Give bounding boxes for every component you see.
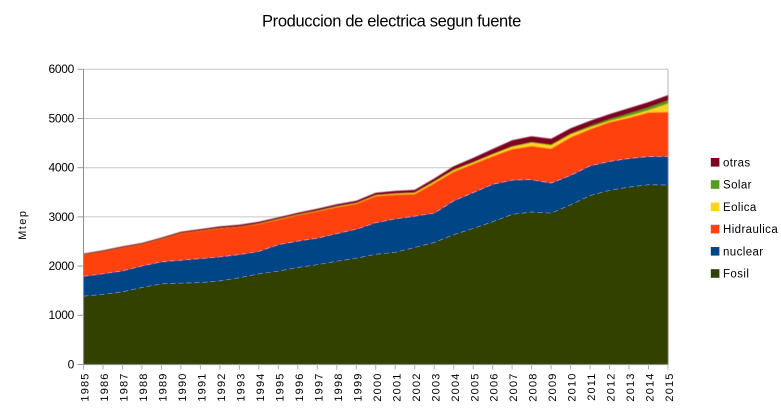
svg-text:1989: 1989	[158, 373, 170, 402]
svg-text:Solar: Solar	[723, 180, 752, 192]
svg-text:Hidraulica: Hidraulica	[723, 224, 778, 236]
svg-text:2006: 2006	[489, 372, 501, 401]
svg-text:2011: 2011	[586, 373, 598, 401]
svg-text:2003: 2003	[430, 373, 442, 402]
svg-text:0: 0	[68, 357, 75, 371]
svg-text:2012: 2012	[606, 373, 618, 402]
svg-text:3000: 3000	[49, 210, 75, 224]
svg-text:2000: 2000	[372, 373, 384, 402]
svg-text:1000: 1000	[49, 308, 75, 322]
svg-text:Mtep: Mtep	[17, 209, 29, 239]
svg-text:1987: 1987	[119, 373, 131, 402]
svg-text:1996: 1996	[294, 373, 306, 402]
svg-text:2009: 2009	[547, 373, 559, 402]
svg-text:2004: 2004	[450, 373, 462, 402]
svg-text:Produccion de electrica segun: Produccion de electrica segun fuente	[262, 12, 521, 30]
svg-text:1997: 1997	[313, 373, 325, 402]
svg-text:2010: 2010	[567, 373, 579, 402]
svg-text:4000: 4000	[49, 161, 75, 175]
svg-text:1991: 1991	[197, 373, 209, 402]
svg-text:2007: 2007	[508, 373, 520, 402]
svg-text:2002: 2002	[411, 373, 423, 402]
svg-text:1994: 1994	[255, 373, 267, 402]
svg-text:2001: 2001	[391, 373, 403, 402]
svg-text:1993: 1993	[236, 373, 248, 402]
svg-text:2000: 2000	[49, 259, 75, 273]
svg-text:1998: 1998	[333, 373, 345, 402]
svg-text:1990: 1990	[177, 373, 189, 402]
svg-text:1986: 1986	[99, 373, 111, 402]
svg-text:2005: 2005	[469, 373, 481, 402]
svg-text:Eolica: Eolica	[723, 202, 757, 214]
svg-text:2008: 2008	[528, 373, 540, 402]
svg-text:1988: 1988	[138, 373, 150, 402]
svg-text:2014: 2014	[645, 373, 657, 402]
svg-text:1992: 1992	[216, 373, 228, 402]
svg-text:nuclear: nuclear	[723, 246, 764, 258]
svg-text:2013: 2013	[625, 373, 637, 402]
svg-text:2015: 2015	[664, 373, 676, 402]
svg-text:6000: 6000	[49, 62, 75, 76]
svg-text:5000: 5000	[49, 111, 75, 125]
svg-text:Fosil: Fosil	[723, 269, 749, 281]
svg-text:1985: 1985	[80, 373, 92, 402]
svg-text:1999: 1999	[352, 373, 364, 402]
svg-text:otras: otras	[723, 157, 751, 169]
svg-text:1995: 1995	[274, 373, 286, 402]
